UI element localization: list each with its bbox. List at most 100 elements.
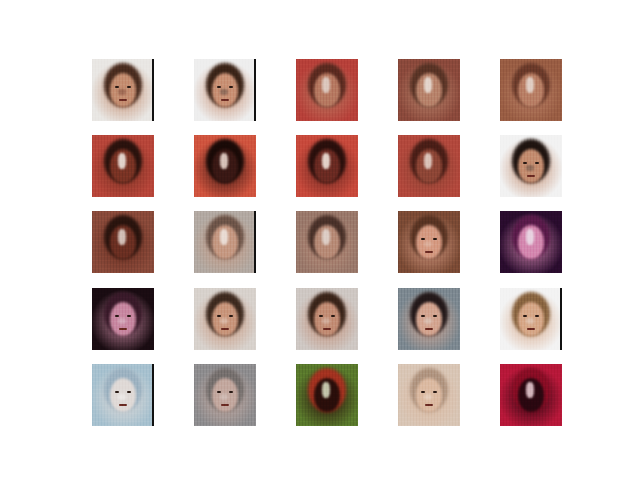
face-region <box>110 378 136 412</box>
noise-texture <box>194 59 256 121</box>
mouth <box>323 328 331 330</box>
left-eye <box>523 315 527 317</box>
face-sample-r1-c4 <box>398 59 460 121</box>
right-eye <box>229 86 233 88</box>
right-eye <box>229 391 233 393</box>
noise-texture <box>92 59 154 121</box>
highlight-artifact <box>526 318 534 324</box>
highlight-artifact <box>424 77 432 93</box>
mouth <box>221 99 229 101</box>
highlight-artifact <box>526 382 534 398</box>
highlight-artifact <box>118 89 126 95</box>
face-region <box>518 149 544 183</box>
highlight-artifact <box>220 229 228 245</box>
noise-texture <box>296 364 358 426</box>
face-region <box>212 378 238 412</box>
face-sample-r3-c3 <box>296 211 358 273</box>
highlight-artifact <box>424 394 432 400</box>
noise-texture <box>92 288 154 350</box>
face-sample-r3-c2 <box>194 211 256 273</box>
mouth <box>221 404 229 406</box>
right-eye <box>535 162 539 164</box>
highlight-artifact <box>118 318 126 324</box>
right-eye <box>127 86 131 88</box>
left-eye <box>421 238 425 240</box>
face-sample-r1-c5 <box>500 59 562 121</box>
mouth <box>527 175 535 177</box>
face-sample-r5-c2 <box>194 364 256 426</box>
noise-texture <box>296 288 358 350</box>
mouth <box>527 328 535 330</box>
noise-texture <box>194 364 256 426</box>
highlight-artifact <box>424 153 432 169</box>
face-region <box>212 73 238 107</box>
highlight-artifact <box>322 229 330 245</box>
highlight-artifact <box>118 153 126 169</box>
face-sample-r4-c2 <box>194 288 256 350</box>
face-sample-r1-c3 <box>296 59 358 121</box>
highlight-artifact <box>526 229 534 245</box>
face-sample-r3-c5 <box>500 211 562 273</box>
face-region <box>416 225 442 259</box>
face-sample-r4-c1 <box>92 288 154 350</box>
noise-texture <box>500 211 562 273</box>
noise-texture <box>398 364 460 426</box>
left-eye <box>115 86 119 88</box>
right-eye <box>127 315 131 317</box>
noise-texture <box>194 288 256 350</box>
left-eye <box>421 315 425 317</box>
mouth <box>119 404 127 406</box>
face-sample-r4-c5 <box>500 288 562 350</box>
edge-artifact <box>152 59 154 121</box>
highlight-artifact <box>322 77 330 93</box>
face-sample-r2-c5 <box>500 135 562 197</box>
right-eye <box>331 315 335 317</box>
face-region <box>110 302 136 336</box>
noise-texture <box>398 211 460 273</box>
left-eye <box>115 391 119 393</box>
noise-texture <box>500 364 562 426</box>
noise-texture <box>398 135 460 197</box>
noise-texture <box>92 364 154 426</box>
mouth <box>119 99 127 101</box>
face-sample-r5-c3 <box>296 364 358 426</box>
face-sample-r2-c3 <box>296 135 358 197</box>
mouth <box>119 328 127 330</box>
face-sample-r2-c4 <box>398 135 460 197</box>
right-eye <box>535 315 539 317</box>
face-sample-r5-c1 <box>92 364 154 426</box>
highlight-artifact <box>118 394 126 400</box>
mouth <box>425 328 433 330</box>
noise-texture <box>398 288 460 350</box>
highlight-artifact <box>424 241 432 247</box>
noise-texture <box>296 59 358 121</box>
face-sample-r1-c1 <box>92 59 154 121</box>
noise-texture <box>500 288 562 350</box>
face-region <box>416 378 442 412</box>
face-sample-r3-c1 <box>92 211 154 273</box>
noise-texture <box>500 59 562 121</box>
noise-texture <box>500 135 562 197</box>
face-region <box>518 302 544 336</box>
mouth <box>221 328 229 330</box>
face-sample-r5-c4 <box>398 364 460 426</box>
noise-texture <box>296 135 358 197</box>
right-eye <box>433 391 437 393</box>
face-sample-r4-c3 <box>296 288 358 350</box>
highlight-artifact <box>220 153 228 169</box>
right-eye <box>433 315 437 317</box>
right-eye <box>229 315 233 317</box>
face-region <box>314 302 340 336</box>
noise-texture <box>398 59 460 121</box>
noise-texture <box>92 135 154 197</box>
mouth <box>425 404 433 406</box>
face-sample-r3-c4 <box>398 211 460 273</box>
face-region <box>110 73 136 107</box>
highlight-artifact <box>220 394 228 400</box>
face-region <box>416 302 442 336</box>
left-eye <box>217 86 221 88</box>
face-sample-r4-c4 <box>398 288 460 350</box>
mouth <box>425 251 433 253</box>
edge-artifact <box>254 211 256 273</box>
